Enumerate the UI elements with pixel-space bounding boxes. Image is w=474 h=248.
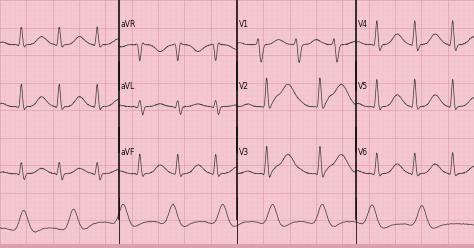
- Text: aVF: aVF: [121, 149, 135, 157]
- Text: aVR: aVR: [121, 20, 136, 29]
- Text: V6: V6: [358, 149, 368, 157]
- Bar: [0, 244, 474, 248]
- Text: V5: V5: [358, 82, 368, 91]
- Text: aVL: aVL: [121, 82, 135, 91]
- Text: V1: V1: [239, 20, 249, 29]
- Text: V3: V3: [239, 149, 249, 157]
- Text: V2: V2: [239, 82, 249, 91]
- Text: V4: V4: [358, 20, 368, 29]
